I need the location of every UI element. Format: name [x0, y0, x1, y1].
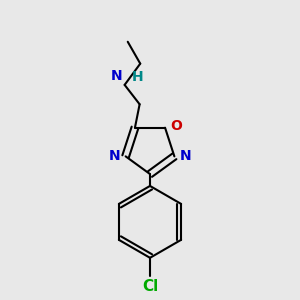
- Text: N: N: [179, 149, 191, 164]
- Text: N: N: [110, 69, 122, 83]
- Text: O: O: [170, 119, 182, 134]
- Text: Cl: Cl: [142, 279, 158, 294]
- Text: H: H: [131, 70, 143, 84]
- Text: N: N: [109, 149, 121, 164]
